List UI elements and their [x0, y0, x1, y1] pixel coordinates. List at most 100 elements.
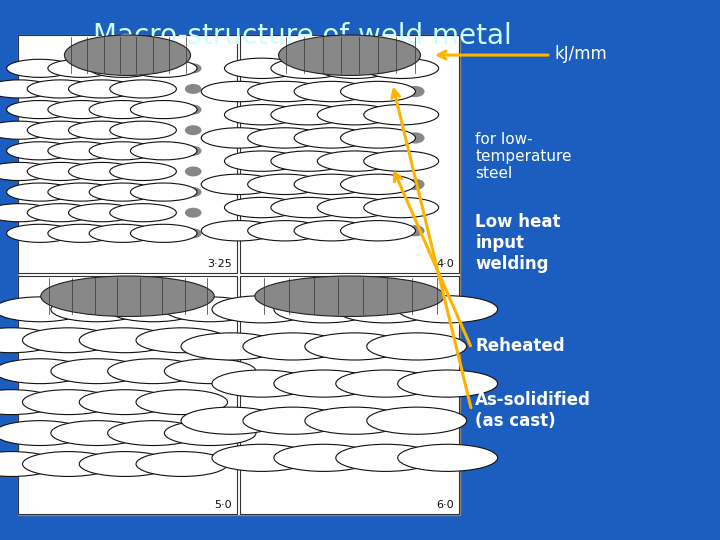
Ellipse shape	[364, 85, 392, 98]
Ellipse shape	[0, 204, 53, 222]
Ellipse shape	[164, 395, 199, 410]
Ellipse shape	[294, 62, 323, 75]
Ellipse shape	[274, 296, 374, 323]
Ellipse shape	[53, 187, 70, 197]
Ellipse shape	[0, 451, 58, 476]
Text: 4·0: 4·0	[436, 259, 454, 269]
Ellipse shape	[0, 421, 86, 446]
Ellipse shape	[53, 84, 70, 94]
Ellipse shape	[402, 302, 428, 317]
Ellipse shape	[22, 364, 58, 379]
Ellipse shape	[181, 333, 281, 360]
Ellipse shape	[48, 142, 114, 160]
Ellipse shape	[50, 426, 73, 440]
Ellipse shape	[248, 62, 276, 75]
Ellipse shape	[48, 125, 73, 136]
Ellipse shape	[6, 59, 73, 77]
Ellipse shape	[364, 198, 438, 218]
Ellipse shape	[136, 302, 171, 317]
Ellipse shape	[402, 413, 428, 428]
Ellipse shape	[185, 187, 202, 197]
Ellipse shape	[181, 364, 204, 378]
Ellipse shape	[341, 220, 415, 241]
Ellipse shape	[53, 228, 70, 238]
Ellipse shape	[428, 375, 467, 391]
Ellipse shape	[271, 132, 300, 144]
Ellipse shape	[274, 444, 374, 471]
Ellipse shape	[274, 86, 293, 97]
Ellipse shape	[27, 187, 53, 198]
Ellipse shape	[336, 296, 436, 323]
Ellipse shape	[108, 456, 143, 471]
Ellipse shape	[212, 413, 250, 429]
Ellipse shape	[89, 224, 156, 242]
Ellipse shape	[68, 104, 94, 115]
Ellipse shape	[130, 125, 156, 136]
Ellipse shape	[27, 80, 94, 98]
Ellipse shape	[279, 35, 420, 76]
Ellipse shape	[6, 125, 32, 136]
Ellipse shape	[53, 208, 70, 218]
Ellipse shape	[193, 426, 228, 441]
Ellipse shape	[48, 207, 73, 218]
Ellipse shape	[89, 142, 156, 160]
Ellipse shape	[110, 163, 176, 180]
Ellipse shape	[341, 62, 369, 75]
Ellipse shape	[185, 166, 202, 177]
Ellipse shape	[274, 109, 293, 120]
Ellipse shape	[341, 174, 415, 194]
Ellipse shape	[89, 84, 114, 94]
Ellipse shape	[274, 225, 293, 237]
Ellipse shape	[22, 426, 58, 441]
Ellipse shape	[181, 457, 204, 471]
Text: 5·0: 5·0	[215, 500, 232, 510]
Ellipse shape	[318, 225, 346, 237]
Ellipse shape	[428, 450, 467, 466]
Ellipse shape	[271, 225, 300, 237]
Ellipse shape	[402, 450, 428, 465]
Ellipse shape	[341, 155, 369, 167]
Ellipse shape	[364, 58, 438, 78]
Ellipse shape	[50, 364, 73, 378]
Ellipse shape	[274, 132, 293, 144]
Ellipse shape	[22, 390, 114, 415]
Ellipse shape	[110, 63, 135, 74]
Ellipse shape	[318, 132, 346, 144]
Ellipse shape	[68, 204, 135, 222]
Ellipse shape	[336, 444, 436, 471]
Ellipse shape	[136, 364, 171, 379]
Ellipse shape	[185, 105, 202, 114]
Ellipse shape	[225, 58, 300, 78]
Ellipse shape	[397, 296, 498, 323]
Ellipse shape	[79, 451, 171, 476]
Ellipse shape	[89, 207, 114, 218]
Ellipse shape	[271, 151, 346, 171]
Ellipse shape	[79, 364, 114, 379]
Ellipse shape	[181, 426, 204, 440]
Ellipse shape	[318, 85, 346, 98]
Ellipse shape	[341, 201, 369, 214]
Ellipse shape	[294, 128, 369, 148]
Ellipse shape	[136, 451, 228, 476]
Ellipse shape	[294, 201, 323, 214]
Ellipse shape	[0, 333, 29, 348]
Text: 6·0: 6·0	[436, 500, 454, 510]
Ellipse shape	[51, 395, 86, 410]
Ellipse shape	[248, 155, 276, 167]
Ellipse shape	[68, 63, 94, 74]
Ellipse shape	[248, 201, 276, 214]
Ellipse shape	[243, 375, 281, 391]
Ellipse shape	[89, 59, 156, 77]
Ellipse shape	[318, 151, 392, 171]
Ellipse shape	[181, 302, 204, 316]
Ellipse shape	[274, 370, 374, 397]
Ellipse shape	[255, 276, 444, 316]
Ellipse shape	[364, 132, 392, 144]
Ellipse shape	[406, 86, 425, 97]
Ellipse shape	[406, 63, 425, 74]
Ellipse shape	[341, 109, 369, 121]
Ellipse shape	[27, 163, 94, 180]
Ellipse shape	[387, 155, 415, 167]
Ellipse shape	[243, 450, 281, 466]
Text: Low heat
input
welding: Low heat input welding	[475, 213, 561, 273]
